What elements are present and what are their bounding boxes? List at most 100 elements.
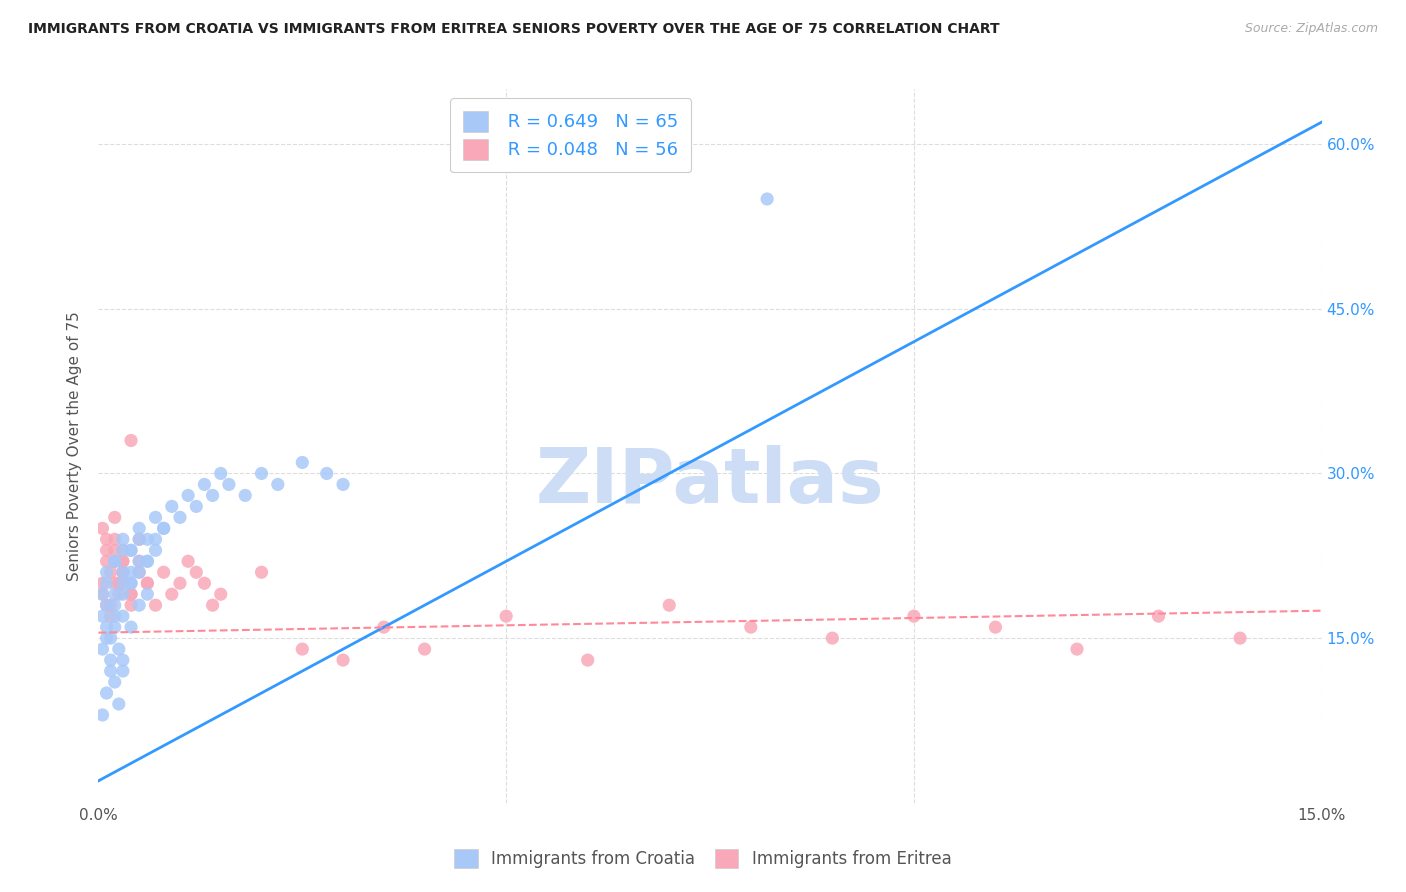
Point bbox=[740, 620, 762, 634]
Point bbox=[186, 500, 208, 514]
Point bbox=[136, 554, 159, 568]
Point bbox=[576, 653, 599, 667]
Point bbox=[193, 576, 215, 591]
Point bbox=[186, 566, 208, 580]
Point bbox=[1147, 609, 1170, 624]
Point bbox=[120, 587, 142, 601]
Point bbox=[104, 609, 127, 624]
Point bbox=[96, 598, 118, 612]
Point bbox=[495, 609, 517, 624]
Point bbox=[96, 598, 118, 612]
Point bbox=[120, 434, 142, 448]
Point bbox=[145, 510, 167, 524]
Text: Source: ZipAtlas.com: Source: ZipAtlas.com bbox=[1244, 22, 1378, 36]
Point bbox=[91, 521, 114, 535]
Y-axis label: Seniors Poverty Over the Age of 75: Seniors Poverty Over the Age of 75 bbox=[67, 311, 83, 581]
Point bbox=[413, 642, 436, 657]
Point bbox=[104, 576, 127, 591]
Point bbox=[160, 587, 183, 601]
Point bbox=[91, 609, 114, 624]
Point bbox=[111, 554, 134, 568]
Point bbox=[1229, 631, 1251, 645]
Point bbox=[108, 642, 131, 657]
Point bbox=[169, 510, 191, 524]
Point bbox=[100, 566, 122, 580]
Point bbox=[128, 554, 150, 568]
Point bbox=[96, 566, 118, 580]
Point bbox=[111, 576, 134, 591]
Point bbox=[120, 598, 142, 612]
Point bbox=[91, 587, 114, 601]
Point bbox=[96, 576, 118, 591]
Point bbox=[209, 467, 232, 481]
Point bbox=[104, 543, 127, 558]
Point bbox=[111, 609, 134, 624]
Point bbox=[108, 576, 131, 591]
Point bbox=[291, 642, 314, 657]
Point bbox=[984, 620, 1007, 634]
Point bbox=[267, 477, 290, 491]
Point bbox=[250, 467, 273, 481]
Text: ZIPatlas: ZIPatlas bbox=[536, 445, 884, 518]
Point bbox=[100, 598, 122, 612]
Point bbox=[91, 708, 114, 723]
Point bbox=[120, 587, 142, 601]
Point bbox=[152, 521, 174, 535]
Point bbox=[120, 576, 142, 591]
Point bbox=[100, 609, 122, 624]
Point bbox=[96, 554, 118, 568]
Point bbox=[218, 477, 240, 491]
Point bbox=[209, 587, 232, 601]
Point bbox=[152, 566, 174, 580]
Point bbox=[111, 576, 134, 591]
Point bbox=[136, 576, 159, 591]
Point bbox=[136, 576, 159, 591]
Point bbox=[145, 598, 167, 612]
Point bbox=[104, 533, 127, 547]
Point bbox=[332, 653, 354, 667]
Point bbox=[96, 631, 118, 645]
Point bbox=[821, 631, 844, 645]
Point bbox=[91, 587, 114, 601]
Point bbox=[145, 543, 167, 558]
Point bbox=[152, 521, 174, 535]
Point bbox=[104, 620, 127, 634]
Point bbox=[120, 566, 142, 580]
Point bbox=[96, 543, 118, 558]
Point bbox=[128, 566, 150, 580]
Point bbox=[104, 554, 127, 568]
Legend:  R = 0.649   N = 65,  R = 0.048   N = 56: R = 0.649 N = 65, R = 0.048 N = 56 bbox=[450, 98, 692, 172]
Point bbox=[100, 653, 122, 667]
Point bbox=[91, 576, 114, 591]
Point bbox=[128, 598, 150, 612]
Point bbox=[332, 477, 354, 491]
Point bbox=[128, 554, 150, 568]
Point bbox=[111, 533, 134, 547]
Point bbox=[903, 609, 925, 624]
Point bbox=[91, 642, 114, 657]
Point bbox=[120, 543, 142, 558]
Point bbox=[136, 554, 159, 568]
Point bbox=[96, 533, 118, 547]
Point bbox=[136, 587, 159, 601]
Point bbox=[128, 533, 150, 547]
Point bbox=[111, 566, 134, 580]
Legend: Immigrants from Croatia, Immigrants from Eritrea: Immigrants from Croatia, Immigrants from… bbox=[447, 842, 959, 875]
Text: IMMIGRANTS FROM CROATIA VS IMMIGRANTS FROM ERITREA SENIORS POVERTY OVER THE AGE : IMMIGRANTS FROM CROATIA VS IMMIGRANTS FR… bbox=[28, 22, 1000, 37]
Point bbox=[111, 566, 134, 580]
Point bbox=[111, 587, 134, 601]
Point bbox=[100, 664, 122, 678]
Point bbox=[169, 576, 191, 591]
Point bbox=[177, 554, 200, 568]
Point bbox=[201, 598, 224, 612]
Point bbox=[250, 566, 273, 580]
Point bbox=[315, 467, 337, 481]
Point bbox=[160, 500, 183, 514]
Point bbox=[145, 533, 167, 547]
Point bbox=[111, 653, 134, 667]
Point bbox=[104, 554, 127, 568]
Point bbox=[111, 554, 134, 568]
Point bbox=[104, 510, 127, 524]
Point bbox=[111, 566, 134, 580]
Point bbox=[128, 521, 150, 535]
